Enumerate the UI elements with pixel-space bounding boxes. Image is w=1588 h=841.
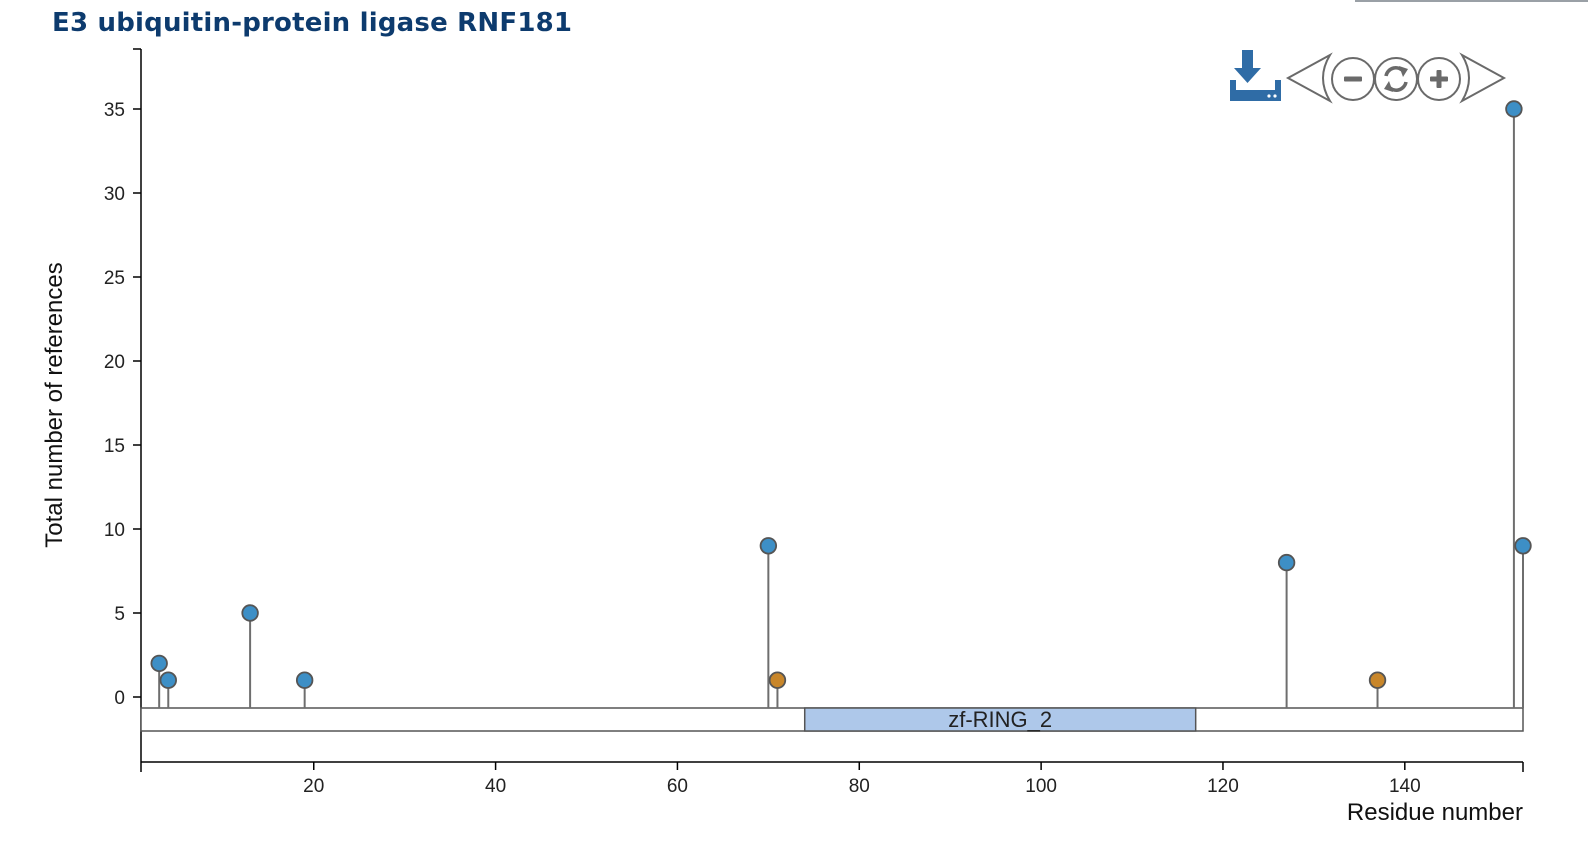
x-tick-label: 80: [849, 776, 870, 797]
y-tick-label: 5: [114, 604, 125, 625]
domain-label: zf-RING_2: [948, 707, 1052, 732]
lollipop-series: [150, 100, 1532, 708]
pan-right-icon[interactable]: [1459, 52, 1507, 104]
chart-toolbar: [1230, 50, 1507, 104]
lollipop-head: [241, 604, 259, 622]
download-icon[interactable]: [1230, 50, 1281, 101]
x-tick-label: 140: [1389, 776, 1421, 797]
lollipop-head: [1505, 100, 1523, 118]
x-tick-label: 20: [303, 776, 324, 797]
domain-block: [803, 707, 1197, 732]
lollipop-head: [1514, 537, 1532, 555]
y-tick-label: 0: [114, 688, 125, 709]
y-tick-label: 30: [104, 184, 125, 205]
x-tick-label: 60: [667, 776, 688, 797]
chart-title: E3 ubiquitin-protein ligase RNF181: [52, 8, 573, 38]
lollipop-head: [1277, 553, 1296, 572]
y-axis-label: Total number of references: [41, 262, 68, 547]
y-tick-label: 10: [104, 520, 125, 541]
lollipop-head: [295, 671, 314, 689]
y-tick-label: 15: [104, 436, 125, 457]
reset-icon[interactable]: [1374, 57, 1418, 101]
x-axis-label: Residue number: [1347, 799, 1523, 826]
lollipop-head: [759, 537, 778, 555]
y-tick-label: 35: [104, 100, 125, 121]
zoom-in-icon[interactable]: [1417, 57, 1461, 101]
domain-track: zf-RING_2: [140, 707, 1524, 732]
y-tick-label: 25: [104, 268, 125, 289]
lollipop-head: [1368, 671, 1387, 689]
top-divider: [1355, 0, 1588, 2]
lollipop-head: [159, 671, 177, 689]
x-tick-label: 40: [485, 776, 506, 797]
lollipop-head: [150, 654, 168, 673]
zoom-out-icon[interactable]: [1331, 57, 1375, 101]
x-tick-label: 120: [1207, 776, 1239, 797]
lollipop-head: [768, 671, 787, 689]
pan-left-icon[interactable]: [1285, 52, 1333, 104]
y-tick-label: 20: [104, 352, 125, 373]
x-tick-label: 100: [1025, 776, 1057, 797]
